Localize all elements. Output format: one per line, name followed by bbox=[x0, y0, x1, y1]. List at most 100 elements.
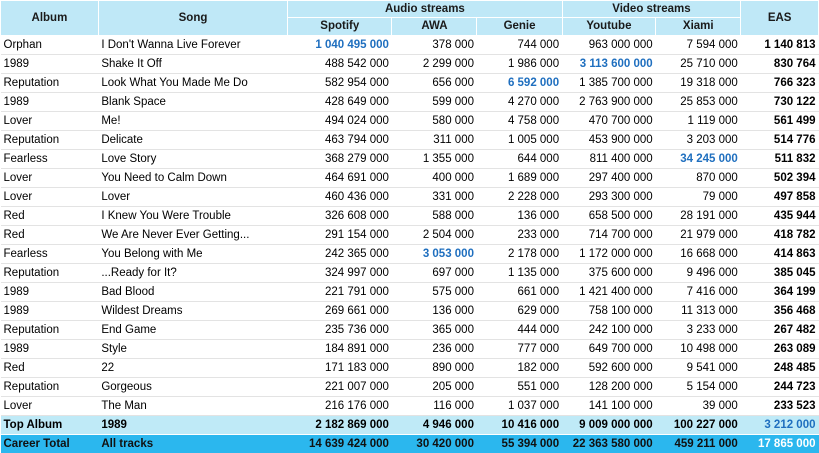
cell-youtube: 649 700 000 bbox=[562, 340, 656, 359]
cell-eas: 356 468 bbox=[741, 302, 819, 321]
cell-xiami: 39 000 bbox=[656, 397, 741, 416]
top-album-row-eas: 3 212 000 bbox=[741, 416, 819, 435]
cell-spotify: 242 365 000 bbox=[288, 245, 392, 264]
cell-genie: 2 178 000 bbox=[477, 245, 562, 264]
cell-spotify: 326 608 000 bbox=[288, 207, 392, 226]
cell-spotify: 464 691 000 bbox=[288, 169, 392, 188]
cell-song: Gorgeous bbox=[98, 378, 287, 397]
cell-awa: 365 000 bbox=[392, 321, 477, 340]
cell-spotify: 463 794 000 bbox=[288, 131, 392, 150]
cell-awa: 1 355 000 bbox=[392, 150, 477, 169]
cell-awa: 656 000 bbox=[392, 74, 477, 93]
cell-xiami: 9 496 000 bbox=[656, 264, 741, 283]
cell-xiami: 25 853 000 bbox=[656, 93, 741, 112]
cell-youtube: 811 400 000 bbox=[562, 150, 656, 169]
career-total-row-album: Career Total bbox=[1, 435, 99, 453]
cell-eas: 244 723 bbox=[741, 378, 819, 397]
cell-eas: 418 782 bbox=[741, 226, 819, 245]
top-album-row-xiami: 100 227 000 bbox=[656, 416, 741, 435]
cell-genie: 629 000 bbox=[477, 302, 562, 321]
top-album-row-youtube: 9 009 000 000 bbox=[562, 416, 656, 435]
cell-xiami: 3 203 000 bbox=[656, 131, 741, 150]
cell-xiami: 19 318 000 bbox=[656, 74, 741, 93]
top-album-row-spotify: 2 182 869 000 bbox=[288, 416, 392, 435]
cell-xiami: 34 245 000 bbox=[656, 150, 741, 169]
cell-album: Reputation bbox=[1, 321, 99, 340]
cell-album: Red bbox=[1, 359, 99, 378]
cell-xiami: 5 154 000 bbox=[656, 378, 741, 397]
cell-spotify: 269 661 000 bbox=[288, 302, 392, 321]
cell-spotify: 488 542 000 bbox=[288, 55, 392, 74]
cell-eas: 766 323 bbox=[741, 74, 819, 93]
cell-eas: 1 140 813 bbox=[741, 36, 819, 55]
cell-spotify: 460 436 000 bbox=[288, 188, 392, 207]
cell-album: Lover bbox=[1, 169, 99, 188]
cell-spotify: 184 891 000 bbox=[288, 340, 392, 359]
career-total-row-youtube: 22 363 580 000 bbox=[562, 435, 656, 453]
cell-song: 22 bbox=[98, 359, 287, 378]
cell-song: The Man bbox=[98, 397, 287, 416]
cell-song: Me! bbox=[98, 112, 287, 131]
cell-eas: 830 764 bbox=[741, 55, 819, 74]
cell-genie: 1 986 000 bbox=[477, 55, 562, 74]
cell-eas: 561 499 bbox=[741, 112, 819, 131]
cell-spotify: 582 954 000 bbox=[288, 74, 392, 93]
cell-spotify: 428 649 000 bbox=[288, 93, 392, 112]
cell-eas: 233 523 bbox=[741, 397, 819, 416]
cell-xiami: 870 000 bbox=[656, 169, 741, 188]
cell-spotify: 291 154 000 bbox=[288, 226, 392, 245]
cell-awa: 697 000 bbox=[392, 264, 477, 283]
cell-eas: 385 045 bbox=[741, 264, 819, 283]
header-audio-streams: Audio streams bbox=[288, 1, 562, 18]
cell-song: Delicate bbox=[98, 131, 287, 150]
header-spotify: Spotify bbox=[288, 18, 392, 36]
cell-youtube: 141 100 000 bbox=[562, 397, 656, 416]
cell-youtube: 714 700 000 bbox=[562, 226, 656, 245]
cell-youtube: 2 763 900 000 bbox=[562, 93, 656, 112]
cell-album: 1989 bbox=[1, 93, 99, 112]
cell-song: Lover bbox=[98, 188, 287, 207]
cell-song: Style bbox=[98, 340, 287, 359]
cell-eas: 267 482 bbox=[741, 321, 819, 340]
cell-xiami: 21 979 000 bbox=[656, 226, 741, 245]
cell-spotify: 494 024 000 bbox=[288, 112, 392, 131]
cell-youtube: 297 400 000 bbox=[562, 169, 656, 188]
cell-youtube: 128 200 000 bbox=[562, 378, 656, 397]
cell-eas: 248 485 bbox=[741, 359, 819, 378]
cell-genie: 744 000 bbox=[477, 36, 562, 55]
cell-youtube: 375 600 000 bbox=[562, 264, 656, 283]
cell-eas: 497 858 bbox=[741, 188, 819, 207]
cell-spotify: 171 183 000 bbox=[288, 359, 392, 378]
cell-awa: 890 000 bbox=[392, 359, 477, 378]
cell-youtube: 1 421 400 000 bbox=[562, 283, 656, 302]
cell-awa: 580 000 bbox=[392, 112, 477, 131]
cell-album: Fearless bbox=[1, 245, 99, 264]
cell-awa: 378 000 bbox=[392, 36, 477, 55]
cell-album: 1989 bbox=[1, 283, 99, 302]
cell-youtube: 3 113 600 000 bbox=[562, 55, 656, 74]
cell-song: You Need to Calm Down bbox=[98, 169, 287, 188]
cell-genie: 6 592 000 bbox=[477, 74, 562, 93]
cell-genie: 1 037 000 bbox=[477, 397, 562, 416]
cell-genie: 4 758 000 bbox=[477, 112, 562, 131]
cell-song: Bad Blood bbox=[98, 283, 287, 302]
cell-spotify: 1 040 495 000 bbox=[288, 36, 392, 55]
cell-song: You Belong with Me bbox=[98, 245, 287, 264]
cell-album: Orphan bbox=[1, 36, 99, 55]
cell-xiami: 28 191 000 bbox=[656, 207, 741, 226]
cell-song: Blank Space bbox=[98, 93, 287, 112]
cell-album: Lover bbox=[1, 397, 99, 416]
cell-awa: 588 000 bbox=[392, 207, 477, 226]
